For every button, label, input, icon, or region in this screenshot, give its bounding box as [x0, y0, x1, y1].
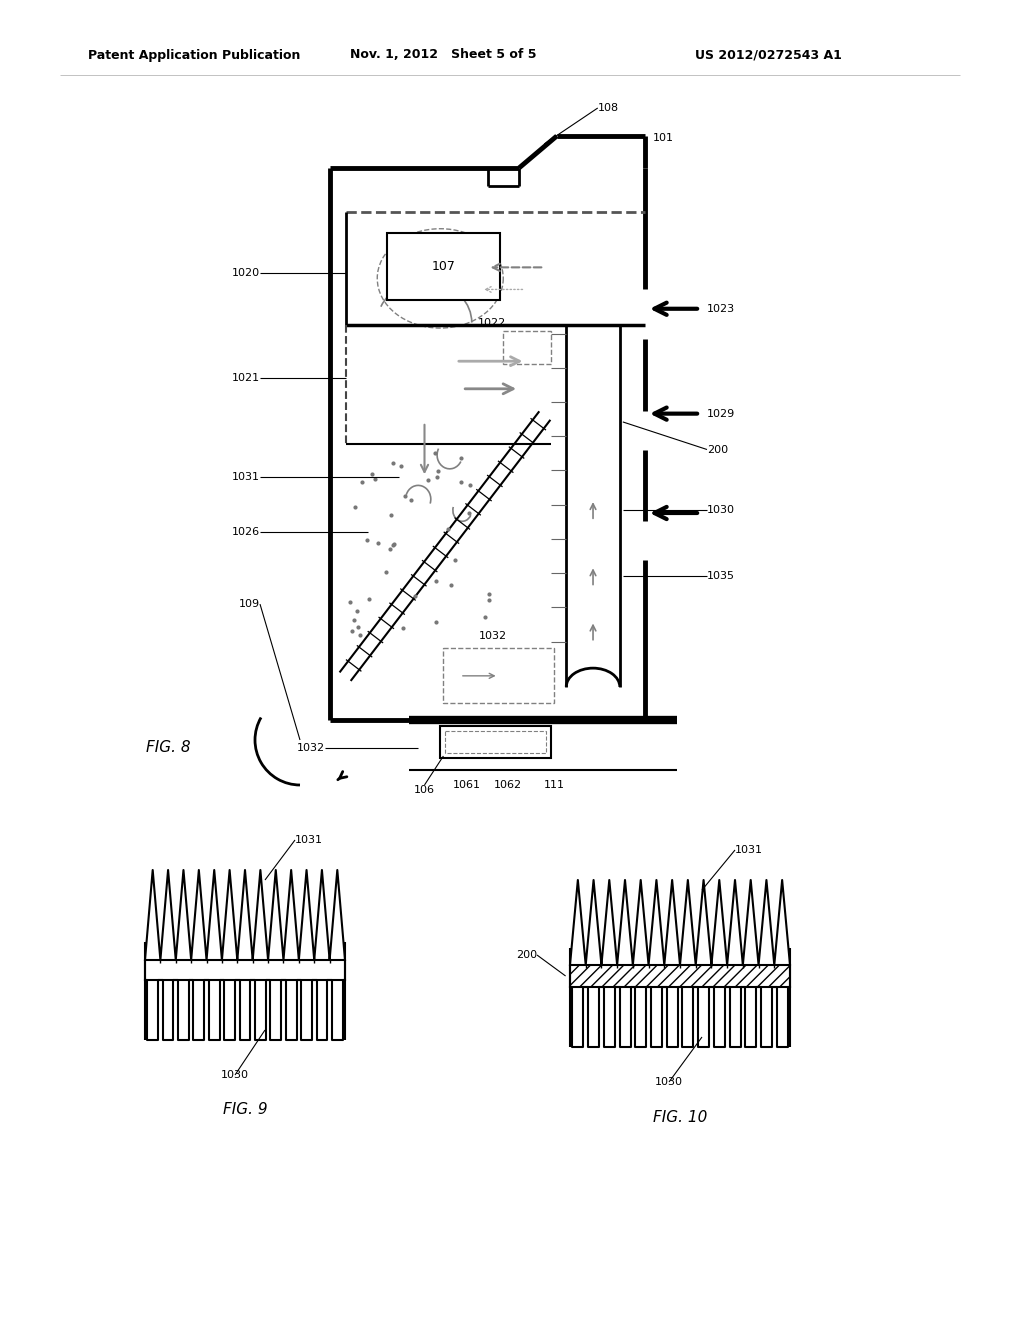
- Text: 109: 109: [239, 599, 260, 609]
- Text: 1029: 1029: [707, 409, 735, 418]
- Text: Patent Application Publication: Patent Application Publication: [88, 49, 300, 62]
- Text: 1032: 1032: [479, 631, 507, 642]
- Text: 1035: 1035: [707, 572, 735, 582]
- Text: 200: 200: [516, 950, 537, 960]
- Text: 200: 200: [707, 445, 728, 454]
- Bar: [570, 965, 790, 987]
- Bar: [503, 331, 551, 364]
- Bar: [145, 960, 345, 979]
- Text: 1031: 1031: [735, 845, 763, 855]
- Text: 108: 108: [598, 103, 618, 114]
- Bar: [445, 731, 546, 752]
- Text: US 2012/0272543 A1: US 2012/0272543 A1: [695, 49, 842, 62]
- Text: FIG. 8: FIG. 8: [145, 741, 190, 755]
- Text: 1061: 1061: [453, 780, 481, 789]
- Text: 1031: 1031: [295, 836, 323, 845]
- Text: 1026: 1026: [231, 527, 260, 537]
- Text: 106: 106: [414, 785, 435, 795]
- Text: 1020: 1020: [231, 268, 260, 279]
- Text: 1062: 1062: [494, 780, 522, 789]
- Text: 1030: 1030: [221, 1071, 249, 1080]
- Text: FIG. 10: FIG. 10: [653, 1110, 708, 1125]
- Text: Nov. 1, 2012   Sheet 5 of 5: Nov. 1, 2012 Sheet 5 of 5: [350, 49, 537, 62]
- Text: 1032: 1032: [297, 743, 325, 752]
- Text: 1022: 1022: [478, 318, 506, 327]
- Bar: [440, 726, 551, 758]
- Text: 1021: 1021: [231, 372, 260, 383]
- Text: 1030: 1030: [707, 506, 735, 515]
- Text: 1030: 1030: [655, 1077, 683, 1086]
- Text: 1031: 1031: [232, 473, 260, 482]
- Text: 107: 107: [431, 260, 456, 273]
- Bar: [443, 648, 554, 704]
- Text: 101: 101: [653, 133, 674, 143]
- Text: 1023: 1023: [707, 304, 735, 314]
- Text: 111: 111: [544, 780, 565, 789]
- Bar: [387, 232, 500, 301]
- Text: FIG. 9: FIG. 9: [222, 1102, 267, 1118]
